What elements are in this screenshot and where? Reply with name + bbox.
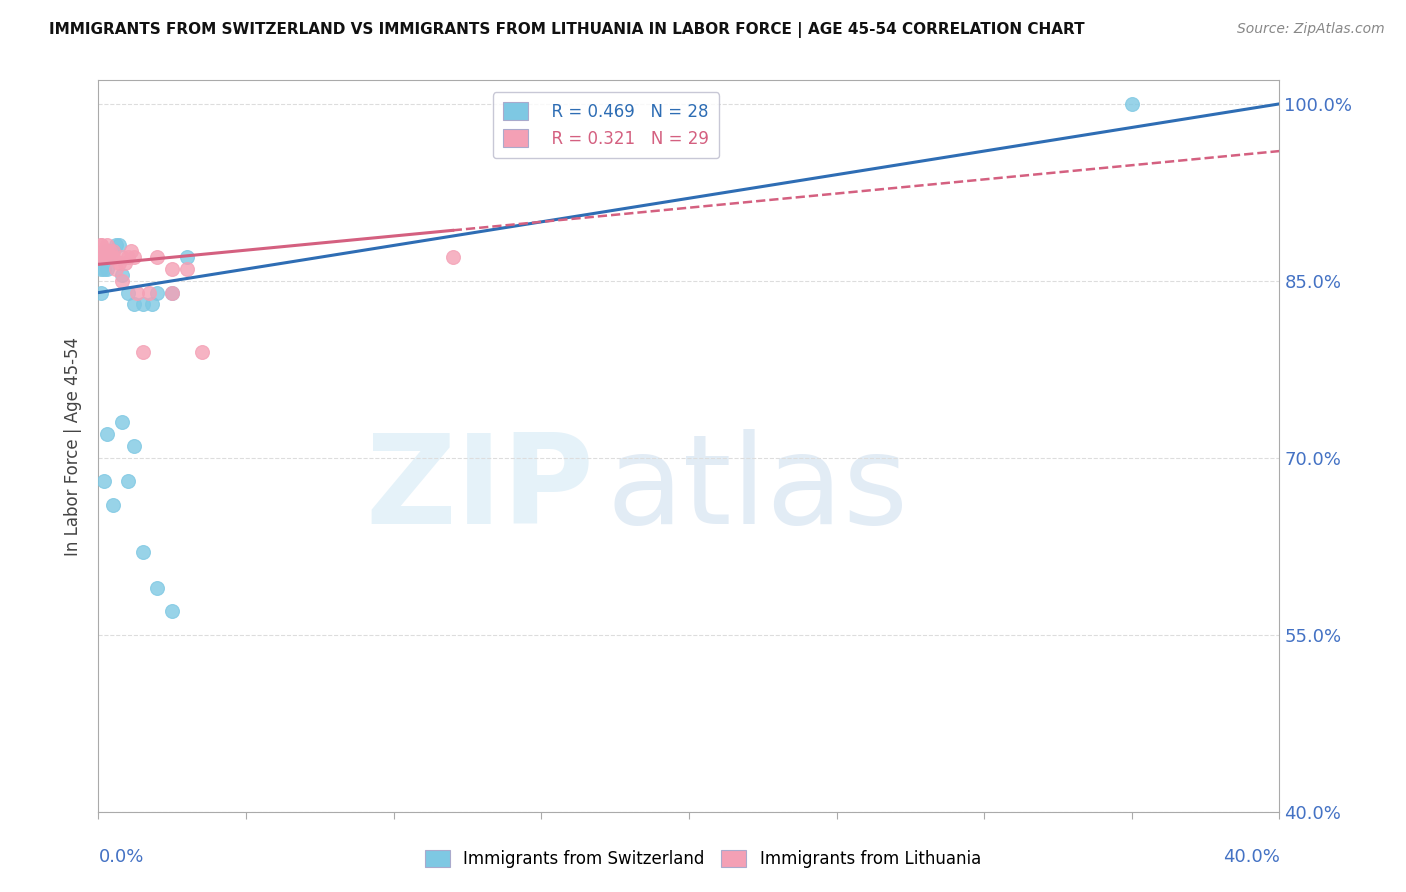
Point bbox=[93, 250, 115, 264]
Point bbox=[93, 250, 115, 264]
Point bbox=[176, 250, 198, 264]
Point bbox=[108, 238, 131, 252]
Point bbox=[111, 416, 134, 430]
Point bbox=[108, 256, 131, 270]
Point bbox=[98, 250, 121, 264]
Point bbox=[146, 285, 169, 300]
Point bbox=[117, 250, 139, 264]
Text: IMMIGRANTS FROM SWITZERLAND VS IMMIGRANTS FROM LITHUANIA IN LABOR FORCE | AGE 45: IMMIGRANTS FROM SWITZERLAND VS IMMIGRANT… bbox=[49, 22, 1085, 38]
Point bbox=[162, 285, 183, 300]
Point bbox=[103, 498, 125, 512]
Point bbox=[98, 250, 121, 264]
Point bbox=[96, 427, 118, 442]
Point bbox=[138, 285, 160, 300]
Point bbox=[146, 250, 169, 264]
Point bbox=[105, 262, 128, 277]
Point bbox=[93, 244, 115, 259]
Point bbox=[96, 262, 118, 277]
Point bbox=[96, 244, 118, 259]
Point bbox=[93, 262, 115, 277]
Point bbox=[146, 581, 169, 595]
Text: ZIP: ZIP bbox=[366, 429, 595, 550]
Text: atlas: atlas bbox=[606, 429, 908, 550]
Point bbox=[191, 344, 214, 359]
Point bbox=[162, 262, 183, 277]
Point bbox=[132, 545, 155, 559]
Point bbox=[103, 244, 125, 259]
Point bbox=[141, 297, 163, 311]
Point bbox=[90, 262, 112, 277]
Point bbox=[96, 238, 118, 252]
Point bbox=[111, 274, 134, 288]
Point bbox=[132, 344, 155, 359]
Point bbox=[90, 238, 112, 252]
Point bbox=[93, 475, 115, 489]
Point bbox=[122, 250, 145, 264]
Legend: Immigrants from Switzerland, Immigrants from Lithuania: Immigrants from Switzerland, Immigrants … bbox=[419, 843, 987, 875]
Point bbox=[1121, 96, 1143, 111]
Point bbox=[176, 262, 198, 277]
Legend:   R = 0.469   N = 28,   R = 0.321   N = 29: R = 0.469 N = 28, R = 0.321 N = 29 bbox=[494, 92, 720, 158]
Point bbox=[125, 285, 148, 300]
Point bbox=[122, 439, 145, 453]
Point bbox=[105, 238, 128, 252]
Point bbox=[162, 285, 183, 300]
Point bbox=[90, 285, 112, 300]
Point bbox=[117, 285, 139, 300]
Point bbox=[90, 250, 112, 264]
Point bbox=[111, 250, 134, 264]
Point bbox=[103, 244, 125, 259]
Point bbox=[96, 244, 118, 259]
Point bbox=[117, 475, 139, 489]
Point bbox=[103, 250, 125, 264]
Y-axis label: In Labor Force | Age 45-54: In Labor Force | Age 45-54 bbox=[65, 336, 83, 556]
Point bbox=[111, 268, 134, 282]
Point bbox=[98, 244, 121, 259]
Point bbox=[90, 238, 112, 252]
Point bbox=[132, 297, 155, 311]
Point bbox=[441, 250, 464, 264]
Point bbox=[114, 256, 136, 270]
Text: 0.0%: 0.0% bbox=[98, 848, 143, 866]
Text: 40.0%: 40.0% bbox=[1223, 848, 1279, 866]
Point bbox=[120, 244, 142, 259]
Point bbox=[162, 604, 183, 618]
Point bbox=[122, 297, 145, 311]
Text: Source: ZipAtlas.com: Source: ZipAtlas.com bbox=[1237, 22, 1385, 37]
Point bbox=[93, 250, 115, 264]
